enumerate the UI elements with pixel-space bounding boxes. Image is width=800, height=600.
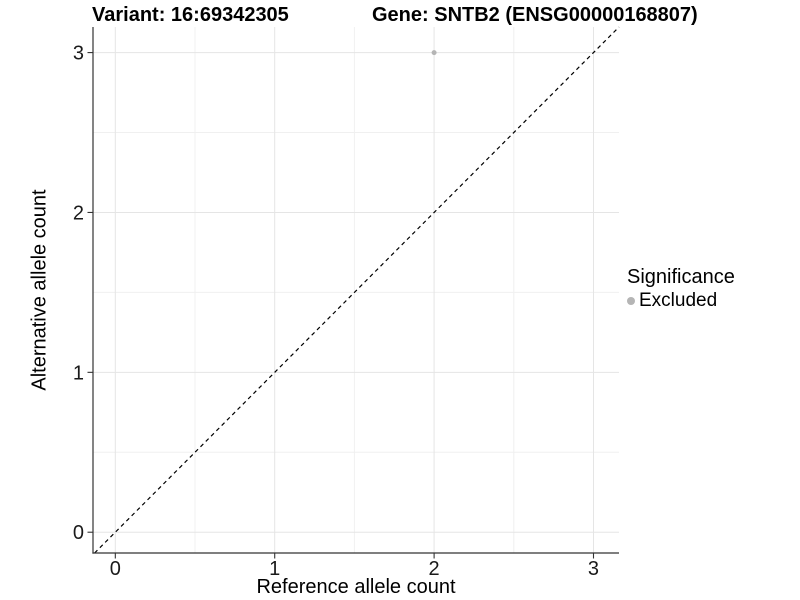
data-points (431, 50, 437, 56)
axis-ticks (87, 52, 595, 559)
legend-entry-excluded: Excluded (627, 290, 735, 312)
y-tick-label: 1 (73, 362, 84, 384)
identity-line (94, 26, 620, 554)
x-tick-label: 2 (429, 558, 440, 580)
identity-dashed-line (94, 26, 620, 554)
legend: Significance Excluded (627, 266, 735, 312)
y-tick-label: 2 (73, 202, 84, 224)
y-tick-label: 0 (73, 522, 84, 544)
minor-gridlines (93, 27, 619, 553)
legend-marker-circle-icon (627, 297, 635, 305)
legend-entry-label: Excluded (639, 290, 718, 311)
tick-labels: 0 1 2 3 0 1 2 3 (73, 43, 599, 580)
x-axis-title: Reference allele count (256, 576, 456, 598)
x-tick-label: 3 (588, 558, 599, 580)
y-tick-label: 3 (73, 43, 84, 65)
x-tick-label: 0 (110, 558, 121, 580)
y-axis-title: Alternative allele count (28, 189, 51, 391)
variant-title: Variant: 16:69342305 (92, 4, 289, 26)
data-point (431, 50, 437, 56)
gene-title: Gene: SNTB2 (ENSG00000168807) (372, 4, 698, 26)
legend-title: Significance (627, 266, 735, 288)
major-gridlines (93, 27, 619, 553)
axis-lines (92, 27, 619, 554)
x-tick-label: 1 (269, 558, 280, 580)
